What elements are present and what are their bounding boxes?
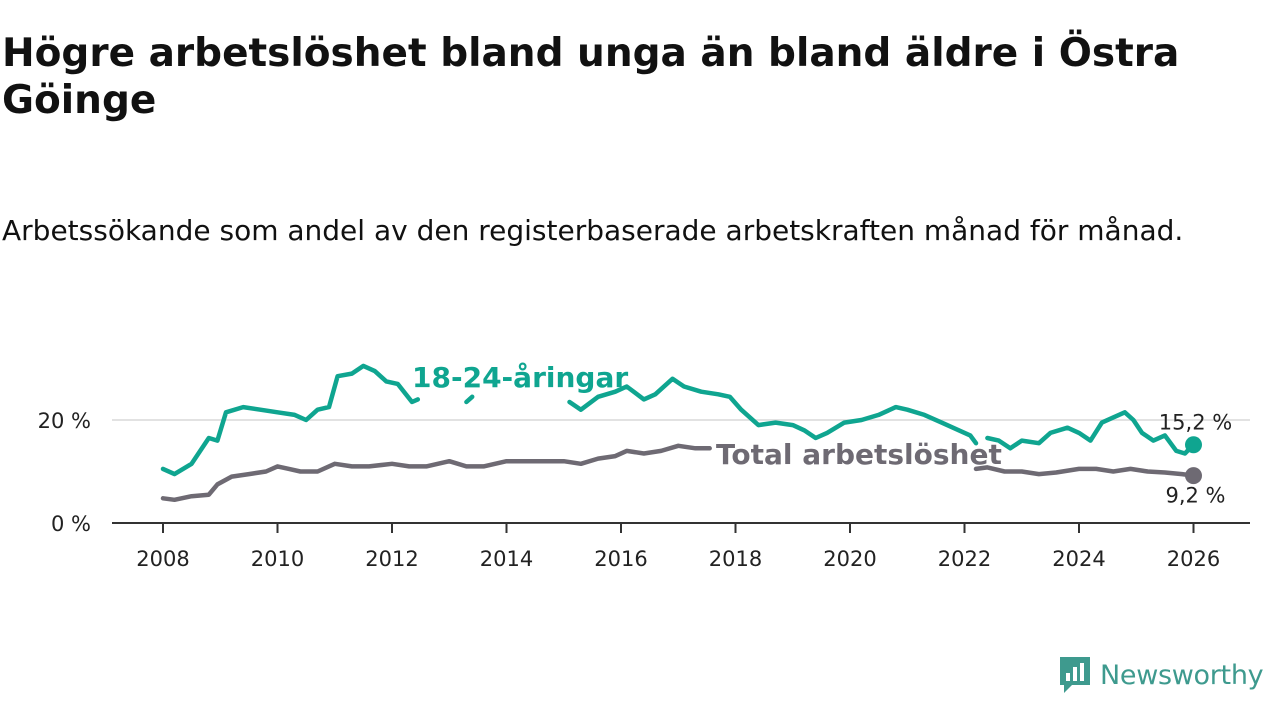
series-label-total: Total arbetslöshet (716, 438, 1002, 471)
newsworthy-logo[interactable]: Newsworthy (1058, 655, 1264, 695)
series-line-total (160, 443, 1196, 503)
y-tick-label: 20 % (38, 409, 91, 433)
x-tick-label: 2014 (480, 547, 533, 571)
end-value-label-total: 9,2 % (1165, 484, 1225, 508)
series-line-youth (160, 363, 1196, 477)
newsworthy-logo-icon (1060, 657, 1090, 693)
x-tick-label: 2026 (1167, 547, 1220, 571)
x-tick-label: 2024 (1052, 547, 1105, 571)
chart-title: Högre arbetslöshet bland unga än bland ä… (2, 31, 1180, 123)
x-tick-label: 2022 (938, 547, 991, 571)
series-label-youth: 18-24-åringar (412, 361, 628, 394)
end-value-label-youth: 15,2 % (1159, 411, 1232, 435)
series-lines (160, 363, 1196, 503)
y-tick-label: 0 % (51, 512, 91, 536)
end-marker-total (1185, 467, 1202, 485)
x-tick-label: 2010 (251, 547, 304, 571)
end-markers: 15,2 % 9,2 % (1159, 411, 1232, 508)
end-marker-youth (1185, 436, 1202, 454)
x-tick-label: 2012 (365, 547, 418, 571)
x-tick-label: 2008 (136, 547, 189, 571)
x-tick-label: 2016 (594, 547, 647, 571)
y-axis: 0 % 20 % (38, 409, 91, 536)
x-axis: 2008 2010 2012 2014 2016 2018 2020 2022 2024 2026 (112, 522, 1250, 571)
x-tick-label: 2020 (823, 547, 876, 571)
chart-subtitle: Arbetssökande som andel av den registerb… (2, 214, 1184, 247)
x-tick-label: 2018 (709, 547, 762, 571)
series-labels: 18-24-åringar Total arbetslöshet (412, 361, 1002, 471)
newsworthy-logo-text: Newsworthy (1100, 659, 1264, 691)
